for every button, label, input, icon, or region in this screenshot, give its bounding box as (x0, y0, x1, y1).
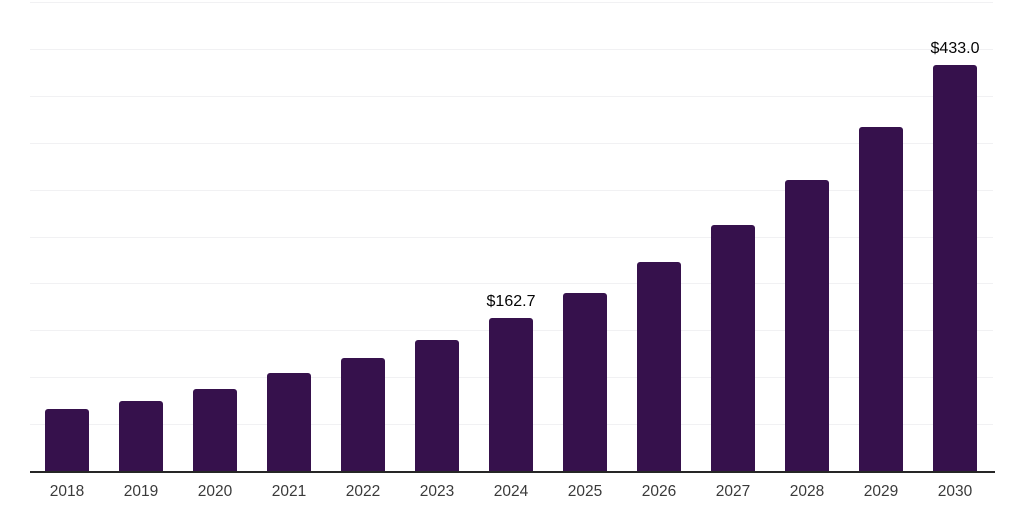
x-tick-2022: 2022 (345, 483, 381, 500)
bar-2021[interactable] (267, 372, 311, 471)
bar-2029[interactable] (859, 126, 903, 471)
x-tick-2026: 2026 (641, 483, 677, 500)
x-axis-line (30, 471, 995, 473)
x-tick-2027: 2027 (715, 483, 751, 500)
x-tick-2018: 2018 (49, 483, 85, 500)
value-label-2030: $433.0 (930, 39, 980, 57)
bar-2030[interactable] (933, 64, 977, 471)
bar-2027[interactable] (711, 225, 755, 471)
bar-slot-2026 (622, 0, 696, 471)
x-tick-2030: 2030 (937, 483, 973, 500)
x-tick-2021: 2021 (271, 483, 307, 500)
bar-2020[interactable] (193, 388, 237, 471)
gridline-250 (30, 236, 993, 238)
bar-2028[interactable] (785, 180, 829, 471)
gridline-200 (30, 283, 993, 285)
bar-2026[interactable] (637, 261, 681, 471)
bar-2025[interactable] (563, 292, 607, 471)
gridline-500 (30, 2, 993, 3)
bar-slot-2023 (400, 0, 474, 471)
bar-slot-2020 (178, 0, 252, 471)
bars-row: $162.7 $433.0 (30, 0, 993, 471)
bar-2024[interactable] (489, 318, 533, 471)
bar-slot-2021 (252, 0, 326, 471)
x-tick-2028: 2028 (789, 483, 825, 500)
gridline-400 (30, 95, 993, 97)
x-tick-2024: 2024 (493, 483, 529, 500)
bar-slot-2022 (326, 0, 400, 471)
bar-slot-2027 (696, 0, 770, 471)
bar-2018[interactable] (45, 409, 89, 471)
bar-2022[interactable] (341, 358, 385, 471)
bar-slot-2019 (104, 0, 178, 471)
x-tick-2023: 2023 (419, 483, 455, 500)
bar-2019[interactable] (119, 400, 163, 471)
bar-slot-2018 (30, 0, 104, 471)
gridline-450 (30, 48, 993, 50)
bar-2023[interactable] (415, 339, 459, 471)
gridline-350 (30, 142, 993, 144)
x-tick-2020: 2020 (197, 483, 233, 500)
x-tick-2029: 2029 (863, 483, 899, 500)
bar-slot-2029 (844, 0, 918, 471)
x-tick-2019: 2019 (123, 483, 159, 500)
bar-slot-2025 (548, 0, 622, 471)
x-tick-2025: 2025 (567, 483, 603, 500)
bar-slot-2028 (770, 0, 844, 471)
bar-slot-2024: $162.7 (474, 0, 548, 471)
value-label-2024: $162.7 (486, 293, 536, 311)
x-axis-labels: 2018 2019 2020 2021 2022 2023 2024 2025 2026 2027… (30, 483, 993, 501)
gridline-300 (30, 189, 993, 191)
bar-slot-2030: $433.0 (918, 0, 992, 471)
plot-area: $162.7 $433.0 (30, 0, 993, 471)
